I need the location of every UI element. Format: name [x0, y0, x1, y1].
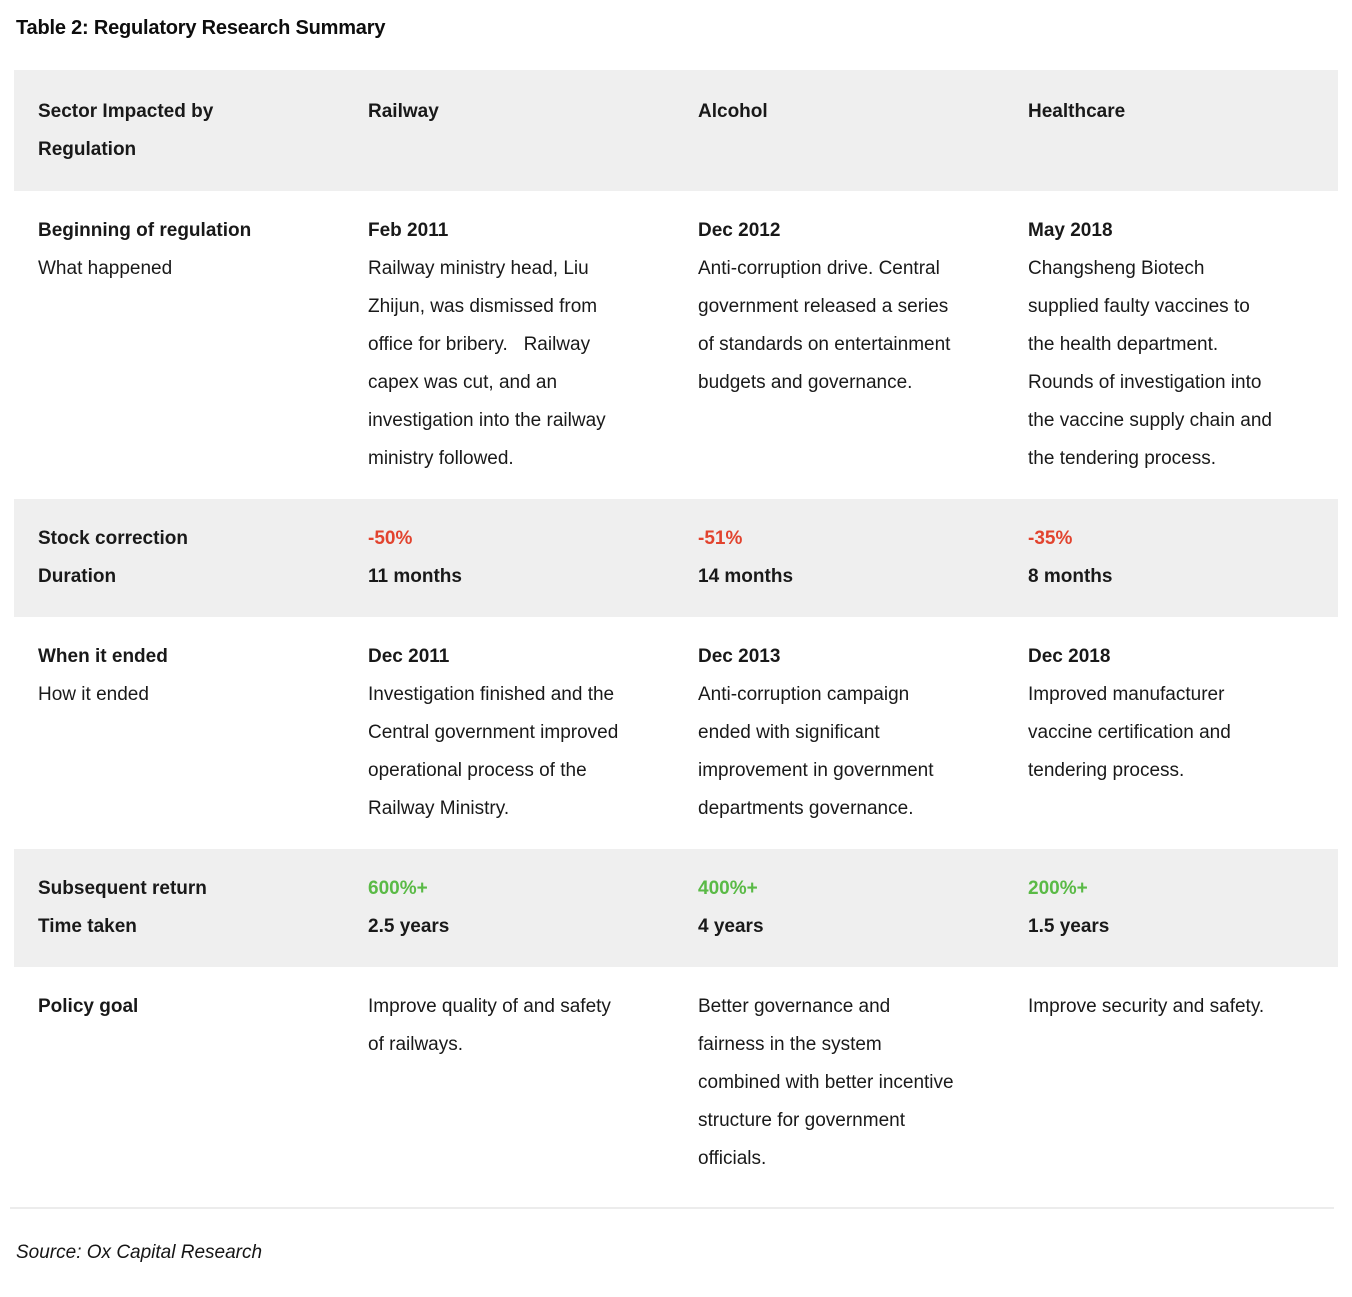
row-label-cell: When it ended How it ended [38, 638, 368, 828]
cell-body: Railway ministry head, Liu Zhijun, was d… [368, 258, 611, 469]
cell-headline: Feb 2011 [368, 220, 449, 241]
cell-alcohol-return: 400%+ 4 years [698, 870, 996, 946]
cell-headline: Dec 2012 [698, 220, 781, 241]
header-col-healthcare: Healthcare [1028, 101, 1126, 122]
cell-railway-policy: Improve quality of and safety of railway… [368, 988, 666, 1178]
row-beginning-of-regulation: Beginning of regulation What happened Fe… [14, 191, 1338, 499]
table-header-row: Sector Impacted by Regulation Railway Al… [14, 70, 1338, 191]
cell-body: Improve security and safety. [1028, 996, 1265, 1017]
row-policy-goal: Policy goal Improve quality of and safet… [14, 967, 1338, 1199]
positive-return-value: 600%+ [368, 878, 428, 899]
row-label: Beginning of regulation [38, 220, 252, 241]
row-sublabel: How it ended [38, 684, 149, 705]
cell-healthcare-correction: -35% 8 months [1028, 520, 1314, 596]
cell-body: Improved manufacturer vaccine certificat… [1028, 684, 1237, 781]
cell-headline: May 2018 [1028, 220, 1113, 241]
cell-alcohol-ended: Dec 2013 Anti-corruption campaign ended … [698, 638, 996, 828]
time-taken-value: 2.5 years [368, 916, 450, 937]
cell-railway-ended: Dec 2011 Investigation finished and the … [368, 638, 666, 828]
duration-value: 8 months [1028, 566, 1113, 587]
row-label-cell: Subsequent return Time taken [38, 870, 368, 946]
bottom-divider [10, 1207, 1334, 1209]
row-sublabel: Duration [38, 566, 117, 587]
cell-railway-correction: -50% 11 months [368, 520, 666, 596]
cell-healthcare-ended: Dec 2018 Improved manufacturer vaccine c… [1028, 638, 1314, 828]
row-sublabel: Time taken [38, 916, 137, 937]
cell-body: Better governance and fairness in the sy… [698, 996, 959, 1169]
row-label: Subsequent return [38, 878, 207, 899]
table-title: Table 2: Regulatory Research Summary [16, 17, 386, 39]
source-note: Source: Ox Capital Research [16, 1242, 263, 1263]
row-label-cell: Policy goal [38, 988, 368, 1178]
cell-alcohol-policy: Better governance and fairness in the sy… [698, 988, 996, 1178]
row-stock-correction: Stock correction Duration -50% 11 months… [14, 499, 1338, 617]
cell-healthcare-beginning: May 2018 Changsheng Biotech supplied fau… [1028, 212, 1314, 478]
positive-return-value: 200%+ [1028, 878, 1088, 899]
negative-return-value: -35% [1028, 528, 1073, 549]
time-taken-value: 1.5 years [1028, 916, 1110, 937]
cell-alcohol-beginning: Dec 2012 Anti-corruption drive. Central … [698, 212, 996, 478]
row-label-cell: Stock correction Duration [38, 520, 368, 596]
page-root: Table 2: Regulatory Research Summary Sec… [0, 15, 1352, 1266]
cell-body: Improve quality of and safety of railway… [368, 996, 617, 1055]
cell-headline: Dec 2018 [1028, 646, 1111, 667]
positive-return-value: 400%+ [698, 878, 758, 899]
cell-railway-beginning: Feb 2011 Railway ministry head, Liu Zhij… [368, 212, 666, 478]
row-sublabel: What happened [38, 258, 173, 279]
duration-value: 14 months [698, 566, 794, 587]
cell-railway-return: 600%+ 2.5 years [368, 870, 666, 946]
row-label: Stock correction [38, 528, 188, 549]
cell-body: Anti-corruption campaign ended with sign… [698, 684, 939, 819]
row-label: Policy goal [38, 996, 139, 1017]
negative-return-value: -51% [698, 528, 743, 549]
header-col-alcohol: Alcohol [698, 101, 768, 122]
cell-healthcare-policy: Improve security and safety. [1028, 988, 1314, 1178]
header-col-railway: Railway [368, 101, 439, 122]
time-taken-value: 4 years [698, 916, 764, 937]
cell-headline: Dec 2013 [698, 646, 781, 667]
cell-body: Anti-corruption drive. Central governmen… [698, 258, 956, 393]
row-subsequent-return: Subsequent return Time taken 600%+ 2.5 y… [14, 849, 1338, 967]
cell-body: Changsheng Biotech supplied faulty vacci… [1028, 258, 1278, 469]
header-sector-label: Sector Impacted by Regulation [38, 101, 214, 160]
negative-return-value: -50% [368, 528, 413, 549]
duration-value: 11 months [368, 566, 462, 587]
cell-alcohol-correction: -51% 14 months [698, 520, 996, 596]
cell-body: Investigation finished and the Central g… [368, 684, 624, 819]
row-when-it-ended: When it ended How it ended Dec 2011 Inve… [14, 617, 1338, 849]
cell-headline: Dec 2011 [368, 646, 450, 667]
cell-healthcare-return: 200%+ 1.5 years [1028, 870, 1314, 946]
row-label-cell: Beginning of regulation What happened [38, 212, 368, 478]
regulatory-summary-table: Sector Impacted by Regulation Railway Al… [14, 70, 1338, 1199]
row-label: When it ended [38, 646, 168, 667]
